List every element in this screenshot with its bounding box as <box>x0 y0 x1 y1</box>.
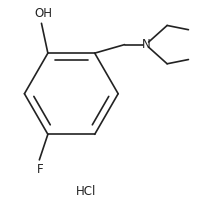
Text: OH: OH <box>35 7 53 20</box>
Text: HCl: HCl <box>76 185 96 198</box>
Text: N: N <box>141 38 150 51</box>
Text: F: F <box>37 163 44 176</box>
